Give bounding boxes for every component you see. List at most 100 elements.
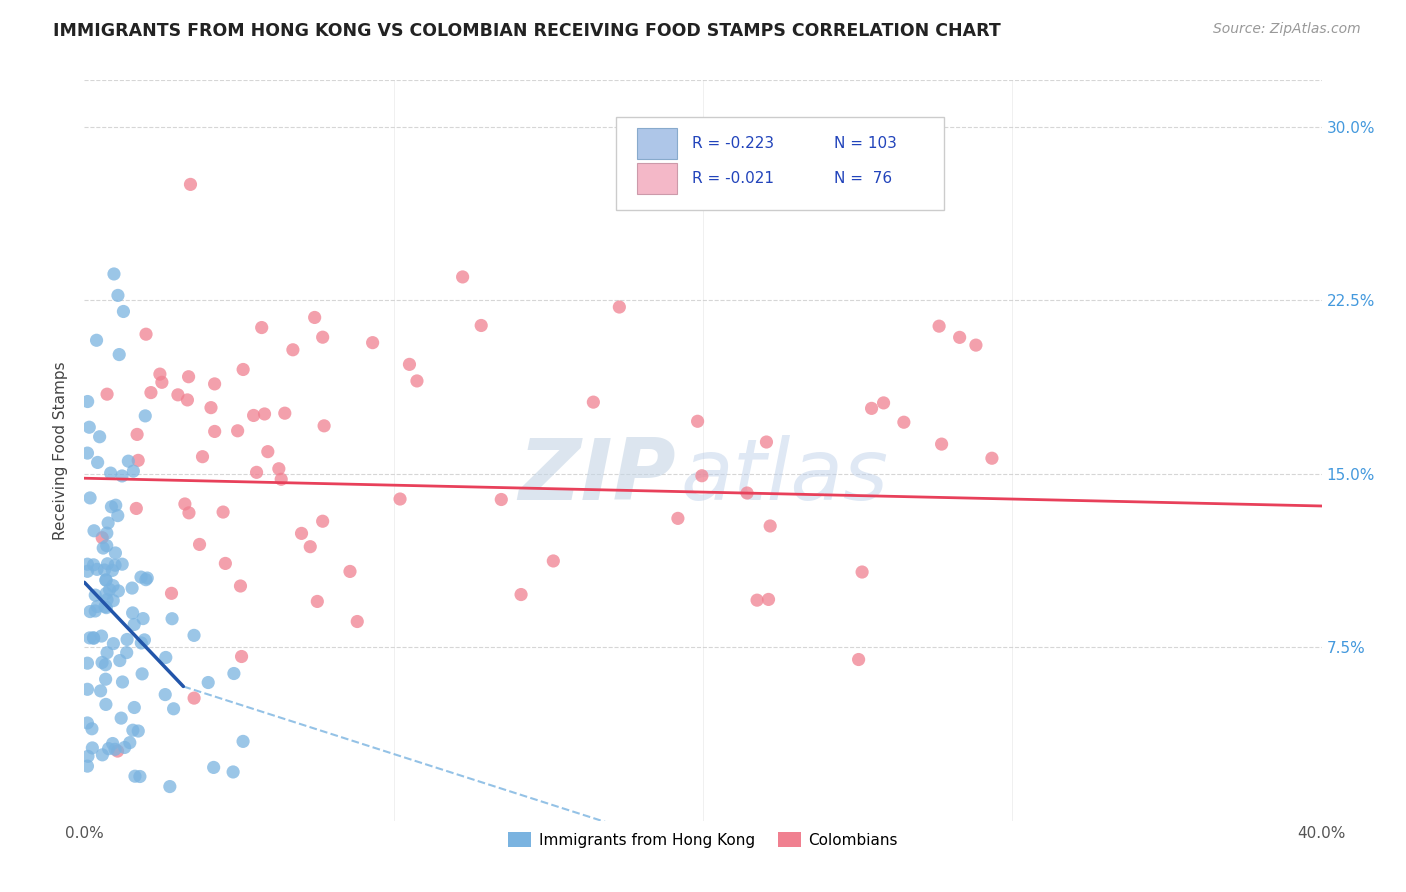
Point xyxy=(204,425,226,439)
Point xyxy=(111,469,134,483)
Point xyxy=(173,497,195,511)
Point xyxy=(96,526,118,541)
Point xyxy=(470,318,492,333)
Point xyxy=(127,724,149,739)
Point xyxy=(79,631,101,645)
Point xyxy=(104,558,127,573)
Point xyxy=(127,427,149,442)
Point xyxy=(125,501,148,516)
Point xyxy=(690,468,713,483)
Point xyxy=(107,584,129,599)
Bar xyxy=(637,163,678,194)
Point xyxy=(86,599,108,614)
Point xyxy=(361,335,384,350)
Point xyxy=(299,540,322,554)
Text: Source: ZipAtlas.com: Source: ZipAtlas.com xyxy=(1213,22,1361,37)
Bar xyxy=(637,128,678,159)
Point xyxy=(759,519,782,533)
Point xyxy=(82,631,104,645)
Point xyxy=(346,615,368,629)
Point xyxy=(122,464,145,478)
Point xyxy=(160,612,183,626)
Point xyxy=(893,415,915,429)
Point xyxy=(510,588,533,602)
Point xyxy=(274,406,297,420)
Point xyxy=(129,636,152,650)
Point xyxy=(121,606,143,620)
Point xyxy=(149,367,172,381)
Point xyxy=(231,649,253,664)
Point xyxy=(76,656,98,670)
Point xyxy=(83,558,105,572)
Point xyxy=(108,347,131,361)
Point xyxy=(82,740,104,755)
Point xyxy=(304,310,326,325)
Point xyxy=(89,430,111,444)
Point xyxy=(200,401,222,415)
Point xyxy=(94,599,117,614)
Text: R = -0.021: R = -0.021 xyxy=(692,171,773,186)
Point xyxy=(270,472,292,486)
Point xyxy=(108,654,131,668)
Point xyxy=(107,508,129,523)
Point xyxy=(112,304,135,318)
Point xyxy=(76,558,98,572)
Point xyxy=(159,780,181,794)
Text: ZIP: ZIP xyxy=(519,435,676,518)
Point xyxy=(135,327,157,342)
Point xyxy=(94,573,117,587)
Point xyxy=(167,388,190,402)
Point xyxy=(232,734,254,748)
Point xyxy=(965,338,987,352)
Point xyxy=(118,736,141,750)
Text: N = 103: N = 103 xyxy=(834,136,897,151)
Y-axis label: Receiving Food Stamps: Receiving Food Stamps xyxy=(53,361,69,540)
Point xyxy=(222,764,245,779)
Point xyxy=(104,546,127,560)
Point xyxy=(122,723,145,738)
Point xyxy=(245,466,267,480)
Point xyxy=(96,600,118,615)
Point xyxy=(76,716,98,731)
Text: IMMIGRANTS FROM HONG KONG VS COLOMBIAN RECEIVING FOOD STAMPS CORRELATION CHART: IMMIGRANTS FROM HONG KONG VS COLOMBIAN R… xyxy=(53,22,1001,40)
Point xyxy=(212,505,235,519)
Text: R = -0.223: R = -0.223 xyxy=(692,136,773,151)
Point xyxy=(160,586,183,600)
Point xyxy=(848,652,870,666)
Point xyxy=(91,541,114,555)
Point xyxy=(90,629,112,643)
Point xyxy=(290,526,312,541)
Point xyxy=(188,537,211,551)
Point xyxy=(76,564,98,578)
Point xyxy=(103,267,125,281)
Point xyxy=(96,539,118,553)
Point xyxy=(114,740,136,755)
Point xyxy=(139,385,162,400)
Point xyxy=(97,516,120,530)
Point xyxy=(96,592,118,607)
Point xyxy=(250,320,273,334)
Point xyxy=(860,401,883,416)
Point xyxy=(91,531,114,545)
Point xyxy=(229,579,252,593)
Point xyxy=(94,672,117,686)
Point xyxy=(84,604,107,618)
Point xyxy=(735,486,758,500)
Point xyxy=(177,369,200,384)
Point xyxy=(103,593,125,607)
Point xyxy=(101,737,124,751)
Point xyxy=(101,563,124,577)
Point xyxy=(267,462,290,476)
Point xyxy=(191,450,214,464)
Point xyxy=(132,611,155,625)
Point xyxy=(162,702,184,716)
Point xyxy=(155,688,177,702)
Point xyxy=(758,592,780,607)
Point xyxy=(111,558,134,572)
Point xyxy=(582,395,605,409)
Point xyxy=(129,770,152,784)
Point xyxy=(96,387,118,401)
Point xyxy=(311,514,333,528)
Point xyxy=(134,409,156,423)
Point xyxy=(314,418,336,433)
